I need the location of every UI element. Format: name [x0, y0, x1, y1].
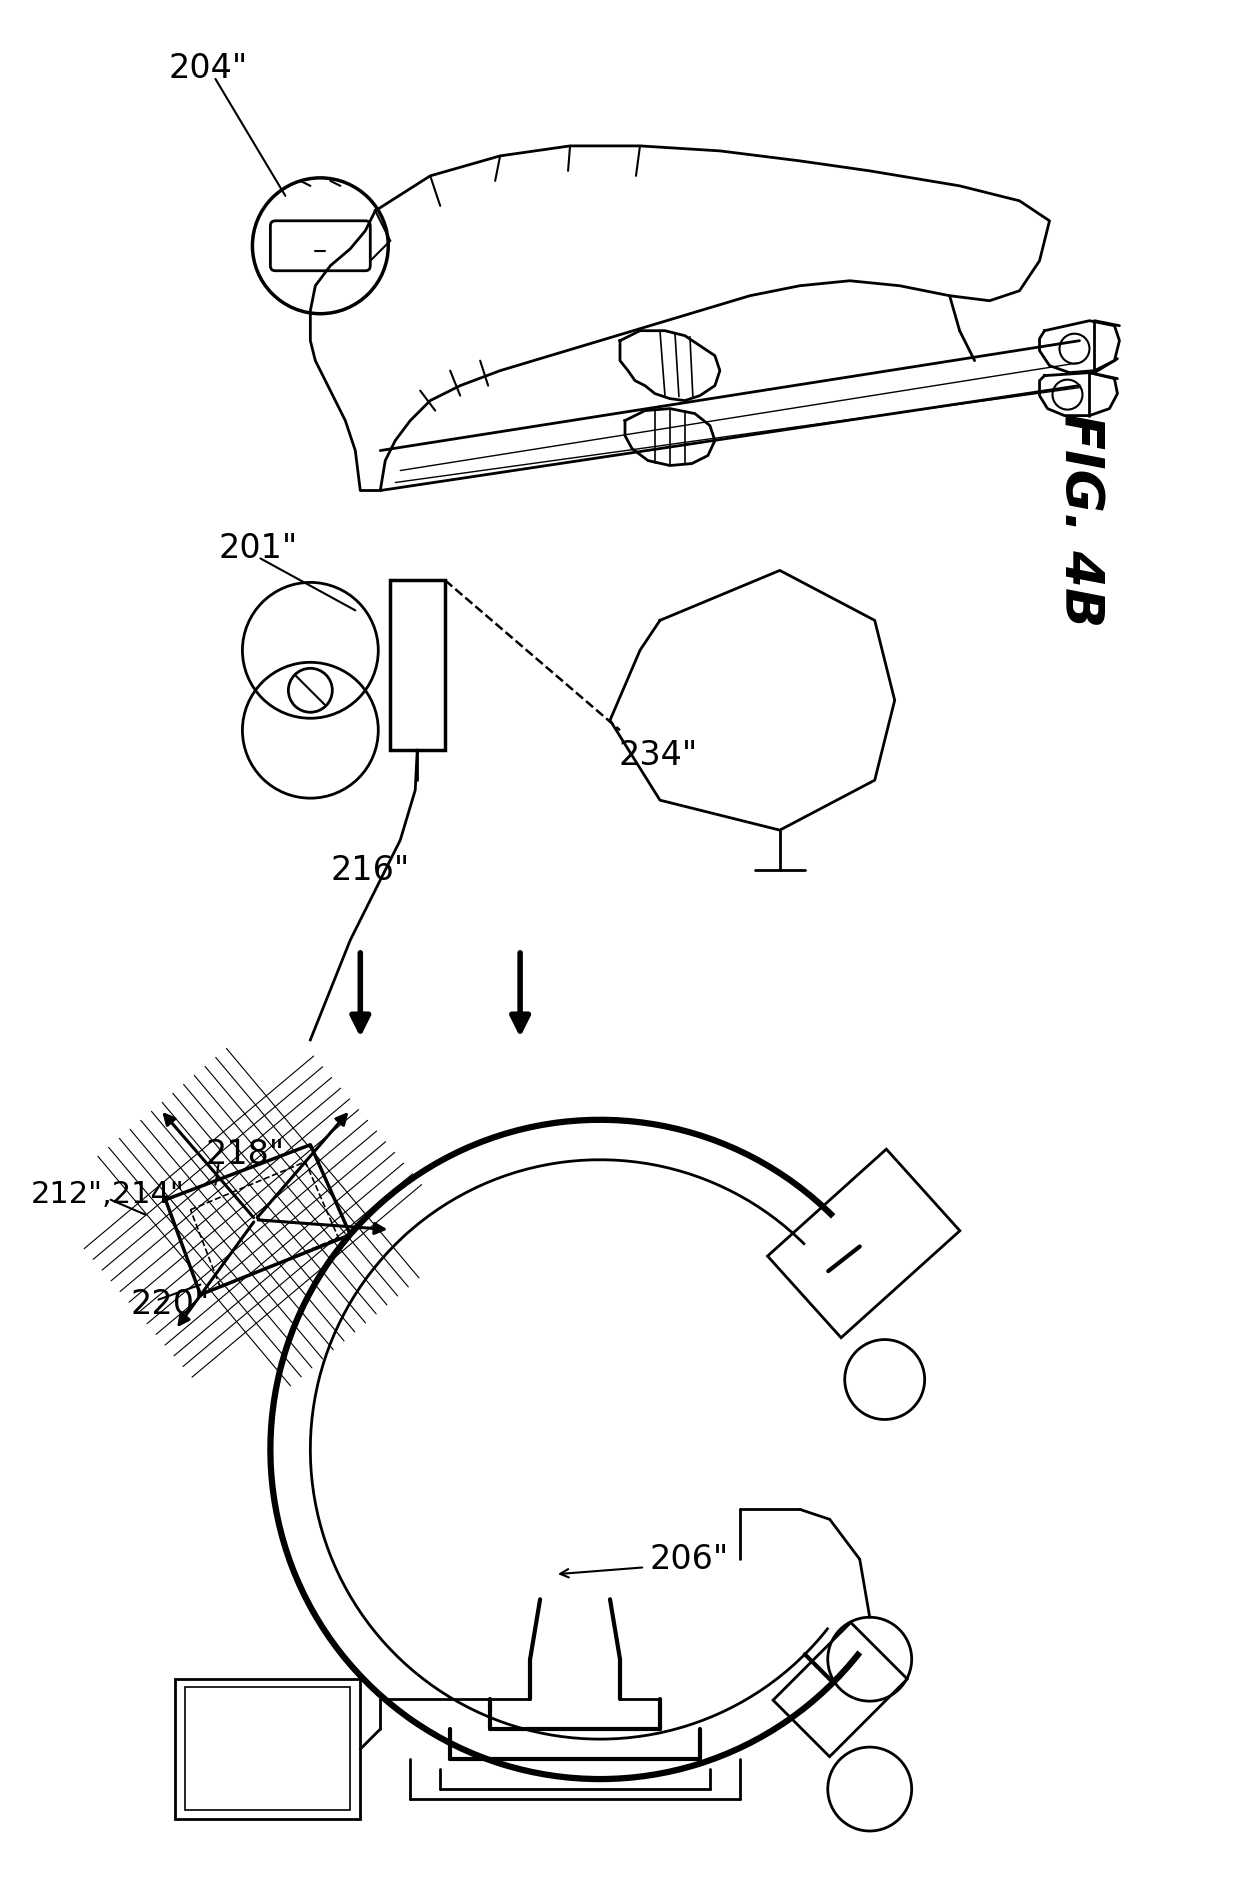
Text: 234": 234": [618, 739, 697, 773]
Text: 212",214": 212",214": [31, 1181, 185, 1209]
Bar: [773, 1623, 908, 1757]
Text: FIG. 4B: FIG. 4B: [1054, 414, 1106, 627]
Text: 218": 218": [206, 1139, 285, 1171]
Bar: [391, 580, 445, 750]
Bar: [176, 1679, 361, 1819]
Text: 206": 206": [650, 1543, 729, 1575]
Text: 216": 216": [330, 854, 409, 886]
Text: 201": 201": [218, 533, 298, 565]
Bar: [768, 1149, 960, 1337]
Text: 204": 204": [169, 53, 248, 85]
Text: 220": 220": [130, 1288, 210, 1320]
Bar: [186, 1687, 351, 1810]
